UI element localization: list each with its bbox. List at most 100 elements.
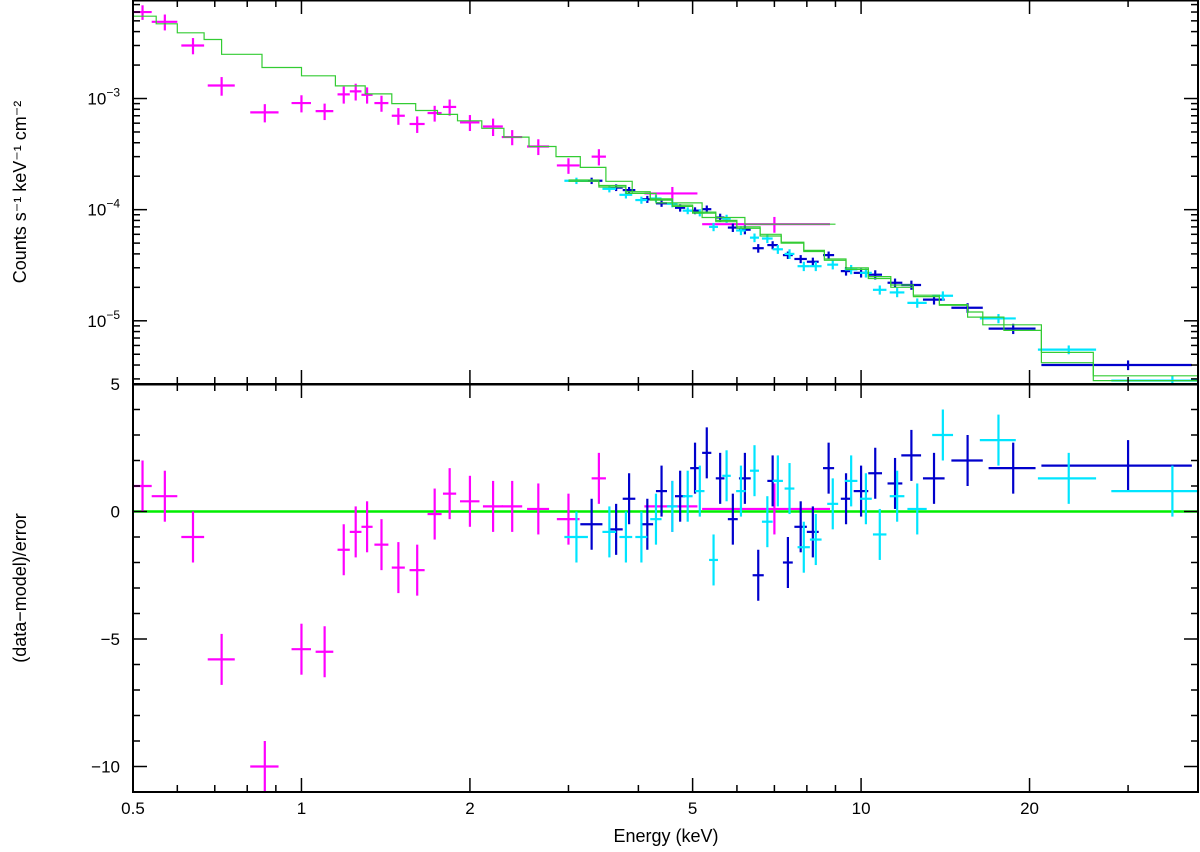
residual-cyan-point-3 [635,511,648,563]
spectrum-magenta-point-20 [591,149,606,166]
residual-cyan-point-6 [682,470,693,522]
spectrum-magenta-point-19 [556,158,580,174]
axis-labels: 0.5 1 2 5 10 20 Energy (keV) 10−3 10−4 10−5 Counts… [10,86,1039,846]
spectrum-magenta-point-22 [702,216,831,233]
y-tick-label: −10 [91,758,120,777]
residual-magenta-point-20 [591,452,606,504]
y-tick-label: 0 [111,503,120,522]
spectrum-cyan-point-3 [635,196,648,204]
residual-cyan-point-10 [736,465,746,517]
spectrum-magenta-point-13 [427,105,442,122]
y-tick-label: 10−4 [87,197,120,220]
residual-cyan-point-0 [564,511,588,563]
residual-blue-point-19 [868,447,883,499]
residual-blue-point-13 [782,537,793,588]
residual-cyan-point-1 [602,506,617,558]
spectrum-magenta-point-16 [482,118,503,137]
residual-cyan-point-14 [784,463,795,515]
spectrum-models [133,15,1198,382]
residual-magenta-point-18 [527,483,550,535]
residual-cyan-point-26 [1111,465,1198,517]
residual-blue-point-15 [806,506,819,558]
residual-blue-point-24 [988,442,1036,494]
residual-cyan-point-13 [772,455,783,507]
residual-magenta-point-15 [460,475,480,527]
axes-frames [132,0,1199,793]
x-tick-label: 2 [465,799,474,818]
residual-blue-point-20 [887,457,903,509]
residual-frame [132,383,1199,793]
residual-magenta-point-6 [315,626,334,678]
residual-magenta-point-2 [181,511,205,563]
spectrum-magenta-point-6 [315,103,334,121]
residual-data [133,409,1198,792]
residual-cyan-point-19 [859,473,872,525]
spectrum-magenta-point-11 [391,108,405,125]
x-tick-label: 0.5 [121,799,145,818]
spectrum-cyan-point-8 [709,222,718,232]
spectrum-cyan-point-14 [784,249,795,259]
spectrum-blue-point-11 [752,244,764,253]
residual-cyan-point-9 [722,450,731,502]
spectrum-blue-point-24 [988,323,1036,335]
axis-ticks [132,0,1199,792]
spectrum-cyan-point-16 [809,261,822,272]
residual-cyan-point-5 [667,480,678,532]
residual-blue-point-6 [690,442,700,494]
model-1-step-line [133,15,836,225]
residual-blue-point-0 [580,498,603,550]
residual-cyan-point-2 [619,511,633,563]
spectrum-magenta-point-3 [207,77,235,96]
x-axis-label: Energy (keV) [613,826,718,846]
spectrum-magenta-point-7 [337,86,350,104]
spectrum-magenta-point-9 [361,87,373,104]
residual-blue-point-7 [702,427,712,479]
y-tick-label: 10−5 [87,308,120,331]
spectrum-magenta-point-5 [291,95,311,113]
residual-magenta-point-11 [391,542,405,594]
residual-magenta-point-14 [442,468,457,520]
residual-cyan-point-7 [695,465,705,517]
spectrum-cyan-point-19 [859,268,872,278]
spectrum-blue-point-9 [727,223,738,232]
spectrum-cyan-point-22 [907,298,927,308]
residual-cyan-point-12 [761,496,773,548]
residual-magenta-point-17 [501,480,523,532]
spectrum-y-axis-label: Counts s⁻¹ keV⁻¹ cm⁻² [10,101,30,284]
residual-cyan-point-25 [1037,452,1097,504]
residual-magenta-point-16 [482,480,503,532]
spectrum-cyan-point-24 [979,314,1016,324]
residual-y-axis-label: (data−model)/error [10,513,30,663]
residual-magenta-point-9 [361,501,373,553]
residual-blue-point-23 [951,435,983,486]
x-tick-label: 20 [1020,799,1039,818]
spectrum-blue-point-12 [767,241,778,250]
spectrum-magenta-point-12 [409,116,425,133]
x-tick-label: 1 [297,799,306,818]
spectrum-blue-point-15 [806,257,819,267]
residual-cyan-point-4 [650,493,662,545]
residual-cyan-point-20 [872,508,887,560]
spectrum-magenta-point-14 [442,99,457,116]
spectrum-magenta-point-18 [527,139,550,156]
residual-magenta-point-7 [337,524,350,576]
spectrum-blue-point-13 [782,251,793,259]
spectrum-cyan-point-11 [749,233,759,243]
residual-blue-point-2 [622,473,636,525]
residual-blue-point-11 [752,549,764,601]
residual-cyan-point-16 [809,514,822,566]
residual-blue-point-16 [823,442,835,494]
spectrum-data [133,5,1198,384]
residual-cyan-point-22 [907,483,927,535]
residual-blue-point-3 [641,498,654,550]
residual-magenta-point-13 [427,488,442,540]
spectrum-cyan-point-26 [1111,375,1198,384]
residual-magenta-point-22 [702,483,831,535]
residual-cyan-point-15 [797,521,810,573]
residual-magenta-point-12 [409,544,425,596]
residual-cyan-point-18 [844,455,858,507]
spectrum-cyan-point-21 [889,288,905,298]
spectrum-cyan-point-15 [797,261,810,272]
spectrum-blue-point-25 [1041,360,1192,371]
